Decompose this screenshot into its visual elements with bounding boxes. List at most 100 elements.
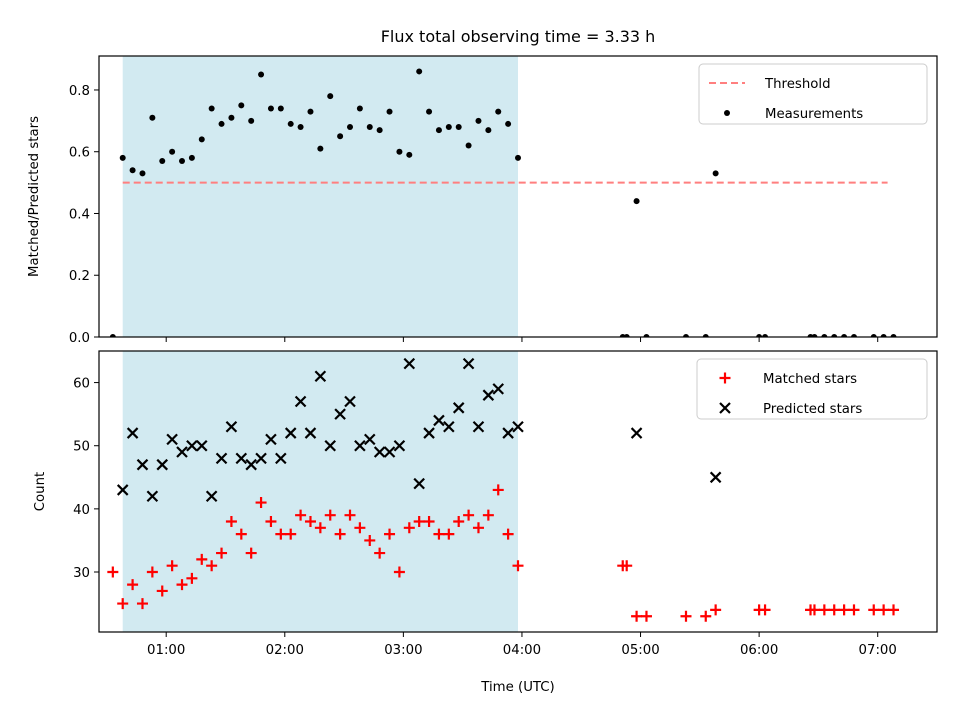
matched-point — [156, 585, 168, 597]
data-layer — [107, 357, 900, 622]
legend-label: Predicted stars — [763, 402, 862, 417]
matched-point — [225, 515, 237, 527]
predicted-point — [344, 395, 356, 408]
matched-point — [146, 566, 158, 578]
y-tick-label: 40 — [73, 503, 90, 518]
measurement-point — [465, 142, 472, 149]
predicted-point — [166, 433, 178, 446]
measurement-point — [356, 105, 363, 112]
predicted-point — [502, 427, 514, 439]
legend-measurement-swatch — [724, 110, 730, 116]
measurement-point — [515, 154, 521, 161]
measurement-point — [435, 127, 442, 134]
matched-point — [631, 610, 643, 622]
matched-point — [344, 509, 356, 521]
measurement-point — [307, 108, 314, 115]
measurement-point — [495, 108, 502, 115]
matched-point — [176, 579, 188, 591]
matched-point — [206, 560, 218, 572]
legend-label: Measurements — [765, 107, 863, 122]
predicted-point — [354, 439, 366, 452]
predicted-point — [275, 452, 287, 465]
matched-point — [245, 547, 257, 559]
predicted-point — [294, 395, 307, 408]
measurement-point — [169, 148, 176, 155]
legend-label: Threshold — [764, 77, 831, 92]
measurement-point — [139, 170, 146, 177]
predicted-point — [462, 357, 475, 370]
matched-point — [888, 604, 900, 616]
y-tick-label: 60 — [73, 377, 90, 392]
matched-point — [868, 604, 880, 616]
predicted-point — [709, 471, 722, 484]
predicted-point — [324, 439, 337, 452]
matched-point — [255, 497, 267, 509]
x-tick-label: 07:00 — [859, 643, 897, 658]
measurement-point — [485, 127, 492, 134]
measurement-point — [267, 105, 274, 112]
matched-point — [492, 484, 504, 496]
x-axis-title: Time (UTC) — [480, 680, 555, 695]
predicted-point — [452, 402, 465, 414]
predicted-point — [225, 420, 238, 433]
measurement-point — [258, 71, 265, 78]
matched-point — [502, 528, 514, 540]
y-tick-label: 50 — [73, 440, 90, 455]
matched-point — [710, 604, 722, 616]
y-axis-title: Matched/Predicted stars — [27, 116, 42, 277]
matched-point — [384, 528, 396, 540]
measurement-point — [228, 114, 235, 121]
legend-box — [698, 63, 928, 125]
predicted-point — [433, 414, 445, 427]
measurement-point — [841, 334, 848, 337]
predicted-point — [235, 452, 248, 465]
matched-point — [304, 515, 316, 527]
measurement-point — [238, 102, 245, 109]
x-tick-label: 04:00 — [503, 643, 541, 658]
measurement-point — [850, 334, 857, 337]
measurement-point — [426, 108, 433, 115]
matched-point — [393, 566, 405, 578]
predicted-point — [245, 458, 257, 471]
predicted-point — [136, 458, 149, 471]
measurement-point — [248, 117, 255, 124]
measurement-point — [129, 167, 136, 174]
data-layer — [109, 68, 897, 337]
predicted-point — [373, 446, 386, 458]
measurement-point — [119, 154, 126, 161]
predicted-point — [304, 427, 317, 439]
matched-point — [314, 522, 326, 534]
matched-point — [285, 528, 297, 540]
legend-predicted-swatch — [719, 402, 731, 414]
matched-point — [453, 515, 465, 527]
measurement-point — [416, 68, 423, 75]
predicted-point — [146, 490, 159, 503]
measurement-point — [198, 136, 205, 143]
measurement-point — [366, 124, 373, 131]
matched-point — [186, 572, 198, 584]
predicted-point — [630, 427, 643, 439]
predicted-point — [393, 439, 406, 452]
predicted-point — [255, 452, 267, 465]
measurement-point — [623, 334, 630, 337]
matched-point — [472, 522, 484, 534]
measurement-point — [756, 334, 763, 337]
measurement-point — [890, 334, 897, 337]
measurement-point — [327, 93, 334, 100]
measurement-point — [831, 334, 838, 337]
predicted-point — [176, 446, 188, 458]
measurement-point — [277, 105, 284, 112]
predicted-point — [443, 420, 455, 433]
measurement-point — [762, 334, 769, 337]
predicted-point — [215, 452, 228, 465]
ratio-panel: 0.0 0.2 0.4 0.6 0.8 Matched/Predicted stars Th… — [27, 55, 938, 346]
measurement-point — [702, 334, 709, 337]
predicted-point — [205, 490, 218, 503]
matched-point — [127, 579, 139, 591]
measurement-point — [149, 114, 156, 121]
matched-point — [878, 604, 890, 616]
matched-point — [364, 534, 376, 546]
matched-point — [828, 604, 840, 616]
matched-point — [117, 598, 129, 610]
x-tick-label: 02:00 — [266, 643, 304, 658]
